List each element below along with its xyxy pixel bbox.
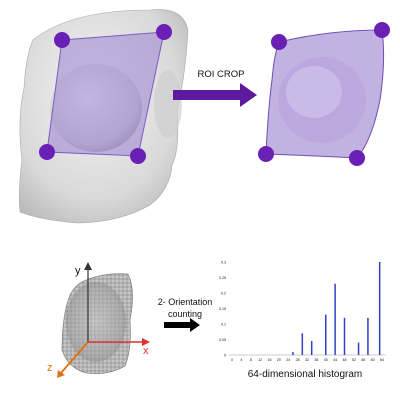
crop-corner-top-right	[374, 22, 390, 38]
histogram-bar	[310, 341, 313, 355]
roi-corner-top-right	[156, 24, 172, 40]
histogram-y-ticks: 0 0.05 0.1 0.15 0.2 0.25 0.3	[219, 261, 226, 358]
histogram-x-tick-label: 64	[380, 358, 384, 362]
mesh-with-axes-figure: y x z	[47, 262, 150, 378]
histogram-x-tick-label: 56	[361, 358, 365, 362]
histogram-y-tick-label: 0.1	[221, 323, 226, 327]
histogram-x-tick-label: 44	[333, 358, 337, 362]
y-axis-arrowhead	[84, 262, 92, 270]
roi-corner-top-left	[54, 32, 70, 48]
histogram-x-tick-label: 40	[324, 358, 328, 362]
histogram-chart: 00.050.10.150.20.250.3 0 4 8 12 16 20 24 28 32 36…	[219, 261, 386, 380]
histogram-x-tick-label: 24	[286, 358, 290, 362]
cropped-breast-highlight	[286, 66, 342, 118]
x-axis-label: x	[143, 345, 149, 357]
roi-corner-bottom-left	[39, 144, 55, 160]
roi-crop-arrow	[173, 83, 257, 107]
histogram-x-ticks: 0 4 8 12 16 20 24 28 32 36 40 44 48 52 56 60 64	[231, 358, 384, 362]
histogram-caption: 64-dimensional histogram	[248, 369, 363, 380]
z-axis-label: z	[47, 362, 53, 374]
histogram-x-tick-label: 48	[343, 358, 347, 362]
histogram-x-tick-label: 0	[231, 358, 233, 362]
right-breast-edge	[154, 70, 182, 138]
histogram-bar	[357, 342, 360, 355]
histogram-x-tick-label: 52	[352, 358, 356, 362]
histogram-y-tick-label: 0.05	[219, 338, 226, 342]
roi-crop-step: ROI CROP	[173, 69, 257, 107]
histogram-bar	[301, 333, 304, 355]
crop-corner-bottom-right	[349, 150, 365, 166]
histogram-x-tick-label: 12	[258, 358, 262, 362]
histogram-x-tick-label: 8	[250, 358, 252, 362]
histogram-x-tick-label: 32	[305, 358, 309, 362]
histogram-x-tick-label: 16	[268, 358, 272, 362]
histogram-x-tick-label: 60	[371, 358, 375, 362]
histogram-y-tick-label: 0.25	[219, 276, 226, 280]
histogram-x-tick-label: 20	[277, 358, 281, 362]
torso-scan-figure	[19, 9, 189, 224]
orientation-counting-step: 2- Orientation counting	[158, 297, 213, 332]
x-axis-arrowhead	[142, 338, 150, 346]
histogram-bar	[378, 262, 381, 355]
histogram-bar	[367, 317, 369, 355]
z-axis-arrowhead	[57, 370, 65, 378]
histogram-bar	[325, 314, 327, 355]
z-axis	[60, 341, 89, 374]
histogram-bar	[334, 283, 336, 355]
orientation-arrow	[164, 318, 200, 332]
histogram-y-tick-label: 0.3	[221, 261, 226, 265]
histogram-x-tick-label: 28	[296, 358, 300, 362]
histogram-x-tick-label: 4	[240, 358, 242, 362]
crop-corner-top-left	[271, 34, 287, 50]
histogram-bars	[292, 262, 381, 355]
crop-corner-bottom-left	[258, 146, 274, 162]
roi-crop-label: ROI CROP	[198, 69, 245, 80]
y-axis-label: y	[75, 265, 81, 277]
orientation-label-line1: 2- Orientation	[158, 297, 213, 307]
histogram-y-tick-label: 0	[224, 354, 226, 358]
histogram-y-tick-label: 0.15	[219, 307, 226, 311]
histogram-bar	[343, 317, 346, 355]
roi-corner-bottom-right	[130, 148, 146, 164]
histogram-bar	[292, 351, 294, 355]
breast-mesh-shading	[66, 282, 126, 362]
histogram-y-tick-label: 0.2	[221, 292, 226, 296]
cropped-roi-figure	[258, 22, 390, 166]
histogram-x-tick-label: 36	[314, 358, 318, 362]
orientation-label-line2: counting	[168, 309, 202, 319]
